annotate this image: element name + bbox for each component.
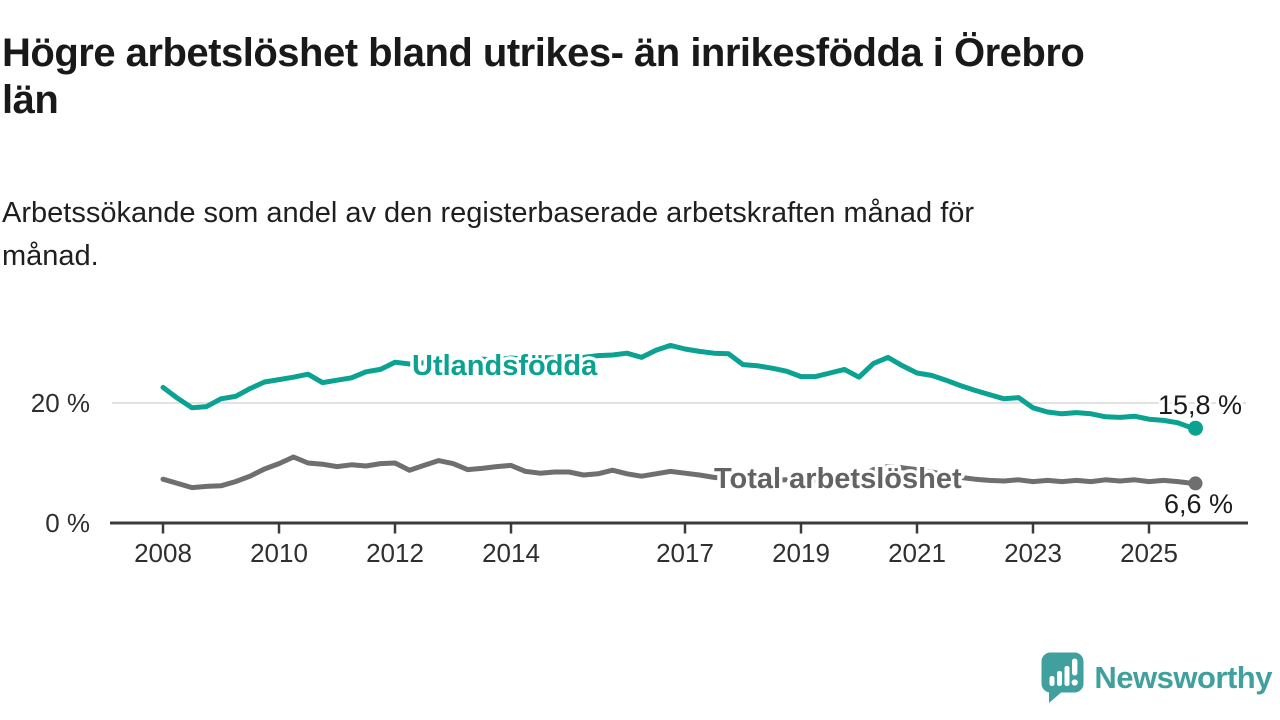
- x-tick-label: 2012: [366, 538, 424, 568]
- series-end-dot-0: [1188, 420, 1203, 436]
- x-tick-label: 2021: [888, 538, 946, 568]
- chart-subtitle: Arbetssökande som andel av den registerb…: [2, 197, 975, 272]
- x-tick-label: 2010: [250, 538, 308, 568]
- y-tick-label-20: 20 %: [31, 388, 90, 418]
- y-tick-label-0: 0 %: [45, 508, 90, 538]
- x-tick-label: 2019: [772, 538, 830, 568]
- x-tick-label: 2008: [134, 538, 192, 568]
- x-tick-label: 2014: [482, 538, 540, 568]
- series-line-1: [160, 454, 1195, 491]
- x-axis-ticks: 2008 2010 2012 2014 2017 2019 2021 2023 2025: [134, 524, 1178, 568]
- end-value-label-utlandsfodda: 15,8 %: [1158, 390, 1242, 420]
- newsworthy-logo-icon: [1041, 652, 1084, 703]
- series-line-0: [160, 342, 1195, 431]
- series-label-total: Total arbetslöshet: [714, 463, 962, 495]
- series-end-dot-1: [1188, 476, 1203, 491]
- line-chart: 2008 2010 2012 2014 2017 2019 2021 2023 2025 20 …: [31, 342, 1248, 568]
- newsworthy-wordmark: Newsworthy: [1094, 660, 1272, 695]
- x-tick-label: 2023: [1004, 538, 1062, 568]
- series-label-utlandsfodda: Utlandsfödda: [412, 350, 598, 382]
- end-value-label-total: 6,6 %: [1164, 489, 1233, 519]
- x-tick-label: 2017: [656, 538, 714, 568]
- series-lines: [160, 342, 1203, 491]
- branding: Newsworthy: [1041, 652, 1272, 704]
- page-title: Högre arbetslöshet bland utrikes- än inr…: [2, 31, 1085, 123]
- x-tick-label: 2025: [1120, 538, 1178, 568]
